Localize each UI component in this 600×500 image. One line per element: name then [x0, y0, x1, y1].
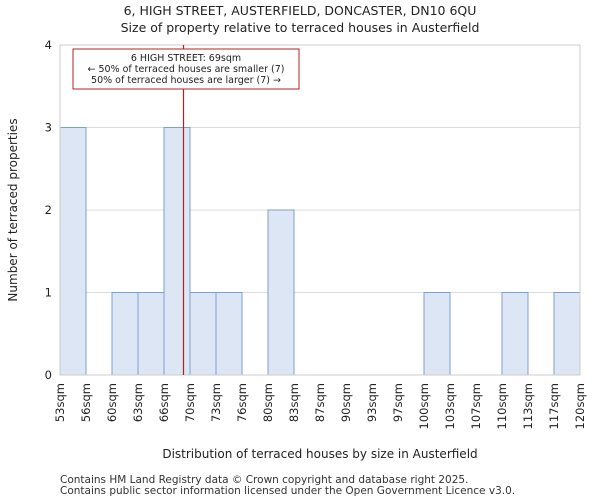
- y-tick-label-3: 3: [45, 121, 52, 135]
- annotation-frame: [72, 48, 300, 90]
- y-tick-label-2: 2: [45, 203, 52, 217]
- annotation-line-1: 6 HIGH STREET: 69sqm: [131, 53, 241, 64]
- x-tick-label-90sqm: 90sqm: [339, 383, 353, 422]
- x-tick-label-100sqm: 100sqm: [417, 383, 431, 429]
- x-tick-label-107sqm: 107sqm: [469, 383, 483, 429]
- x-tick-label-83sqm: 83sqm: [287, 383, 301, 422]
- x-tick-label-113sqm: 113sqm: [521, 383, 535, 429]
- y-tick-label-4: 4: [45, 38, 52, 52]
- x-tick-label-63sqm: 63sqm: [131, 383, 145, 422]
- bar-100sqm: [423, 292, 451, 376]
- bars: [59, 127, 581, 376]
- footer-line-2: Contains public sector information licen…: [60, 485, 516, 497]
- bar-53sqm: [59, 127, 87, 376]
- bar-110sqm: [501, 292, 529, 376]
- chart-plot: 0 1 2 3 4 53sqm 56sqm 60sqm 63sqm 66sqm 70sqm 73sq…: [6, 38, 587, 461]
- x-tick-label-117sqm: 117sqm: [547, 383, 561, 429]
- x-tick-label-70sqm: 70sqm: [183, 383, 197, 422]
- x-tick-label-93sqm: 93sqm: [365, 383, 379, 422]
- y-tick-labels: 0 1 2 3 4: [45, 38, 52, 382]
- plot-frame: [59, 44, 581, 376]
- bar-60sqm: [111, 292, 139, 376]
- x-tick-label-76sqm: 76sqm: [235, 383, 249, 422]
- y-axis-label: Number of terraced properties: [6, 118, 20, 301]
- x-tick-label-66sqm: 66sqm: [157, 383, 171, 422]
- x-axis-label: Distribution of terraced houses by size …: [162, 447, 477, 461]
- chart-subtitle: Size of property relative to terraced ho…: [120, 20, 480, 35]
- annotation-box: 6 HIGH STREET: 69sqm ← 50% of terraced h…: [72, 48, 300, 90]
- x-tick-label-56sqm: 56sqm: [79, 383, 93, 422]
- x-tick-labels: 53sqm 56sqm 60sqm 63sqm 66sqm 70sqm 73sqm 76sqm…: [53, 383, 587, 429]
- x-tick-label-87sqm: 87sqm: [313, 383, 327, 422]
- x-tick-label-73sqm: 73sqm: [209, 383, 223, 422]
- bar-73sqm: [215, 292, 243, 376]
- bar-117sqm: [553, 292, 581, 376]
- annotation-line-2: ← 50% of terraced houses are smaller (7): [88, 64, 285, 75]
- bar-63sqm: [137, 292, 165, 376]
- x-tick-label-53sqm: 53sqm: [53, 383, 67, 422]
- bar-80sqm: [267, 209, 295, 376]
- bar-70sqm: [189, 292, 217, 376]
- y-tick-label-1: 1: [45, 286, 52, 300]
- x-tick-label-103sqm: 103sqm: [443, 383, 457, 429]
- chart-title: 6, HIGH STREET, AUSTERFIELD, DONCASTER, …: [123, 3, 477, 18]
- x-tick-label-80sqm: 80sqm: [261, 383, 275, 422]
- x-tick-label-110sqm: 110sqm: [495, 383, 509, 429]
- x-tick-label-97sqm: 97sqm: [391, 383, 405, 422]
- x-tick-label-120sqm: 120sqm: [573, 383, 587, 429]
- x-tick-label-60sqm: 60sqm: [105, 383, 119, 422]
- footer-line-1: Contains HM Land Registry data © Crown c…: [60, 474, 469, 486]
- y-tick-label-0: 0: [45, 368, 52, 382]
- bar-66sqm: [163, 127, 191, 376]
- annotation-line-3: 50% of terraced houses are larger (7) →: [91, 75, 281, 86]
